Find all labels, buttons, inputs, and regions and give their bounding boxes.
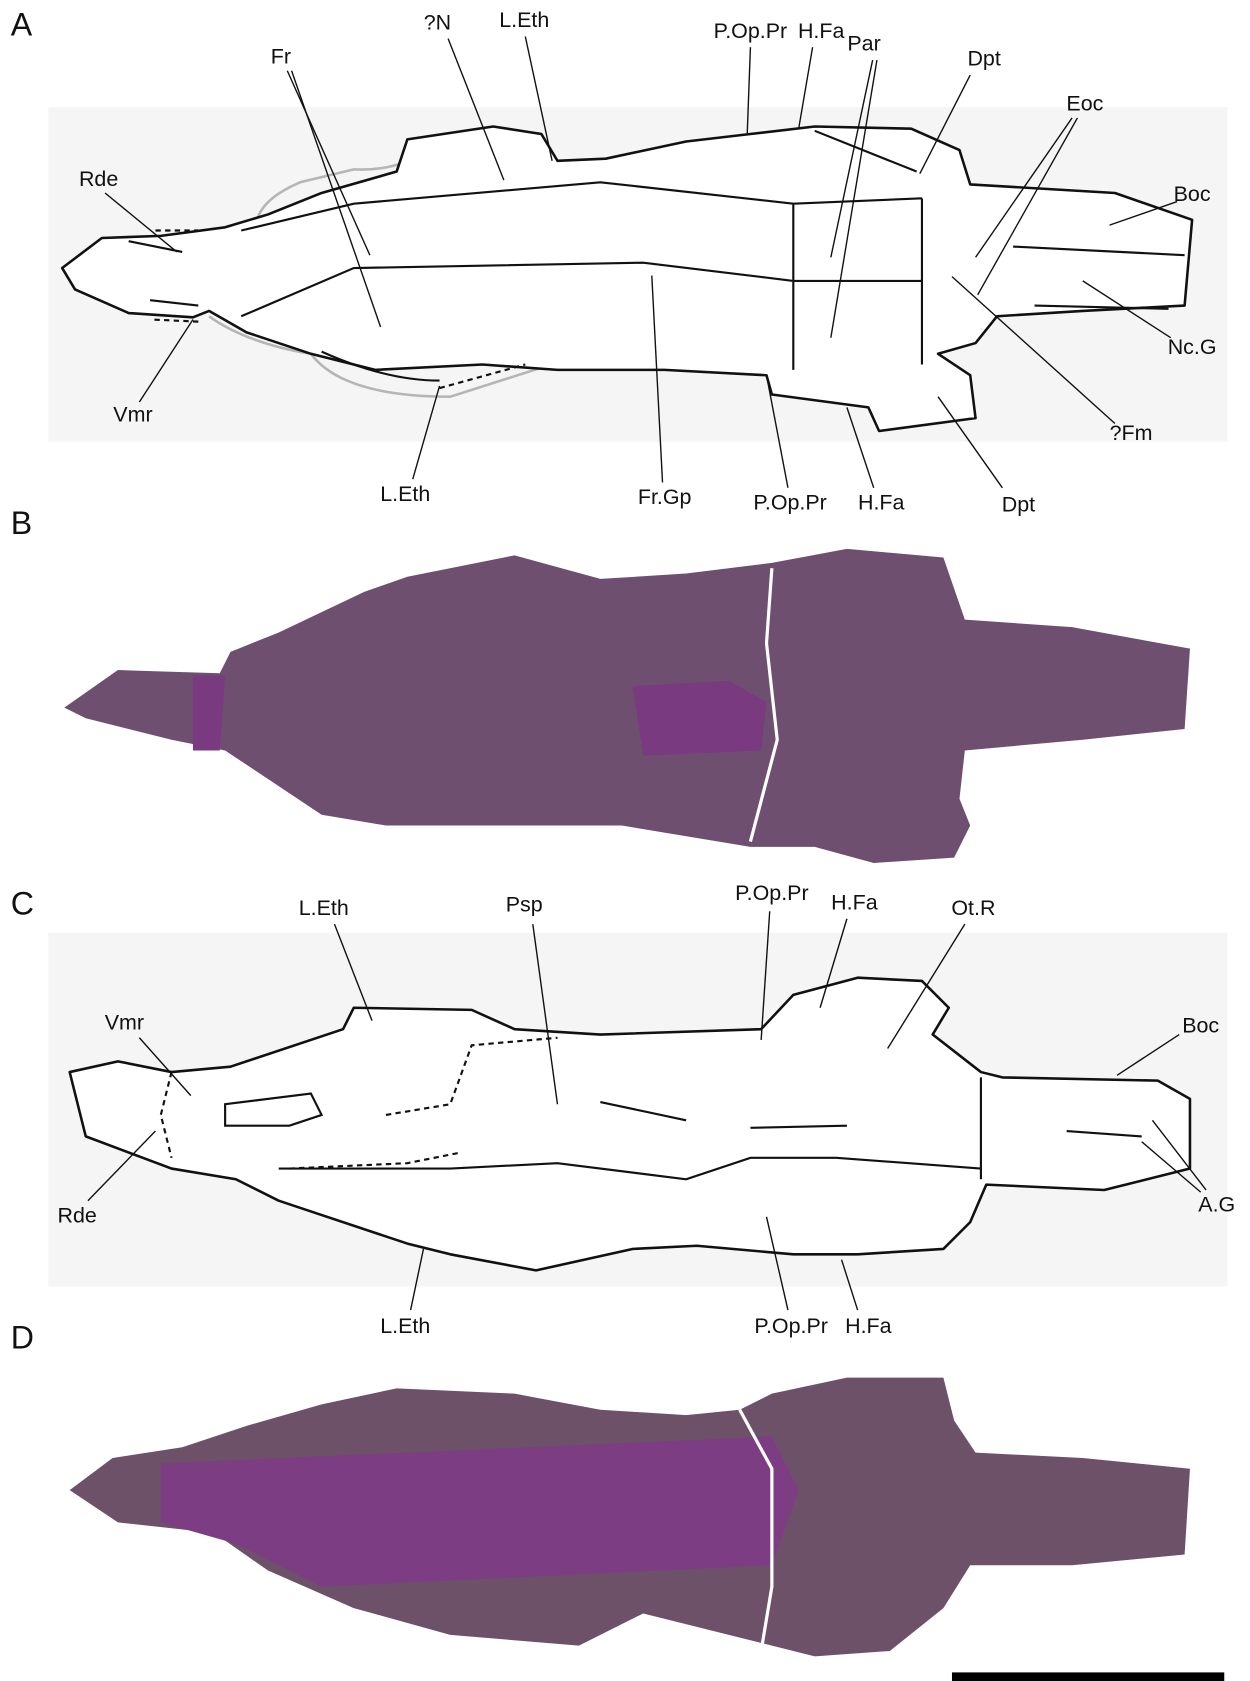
anatomical-label: Rde — [58, 1203, 97, 1227]
anatomical-label: Vmr — [105, 1010, 144, 1034]
anatomical-label: P.Op.Pr — [714, 19, 787, 43]
anatomical-label: Psp — [506, 893, 543, 917]
panel-letter: A — [11, 6, 33, 42]
anatomical-label: Rde — [79, 167, 118, 191]
anatomical-label: ?N — [424, 10, 451, 34]
anatomical-label: H.Fa — [858, 491, 905, 515]
anatomical-label: P.Op.Pr — [754, 1314, 827, 1338]
anatomical-label: L.Eth — [380, 482, 430, 506]
figure: ARde?NL.EthFrP.Op.PrH.FaParDptEocBocNc.G… — [0, 0, 1250, 1681]
panel-letter: D — [11, 1320, 34, 1356]
anatomical-label: A.G — [1198, 1193, 1235, 1217]
anatomical-label: Ot.R — [951, 896, 995, 920]
anatomical-label: P.Op.Pr — [753, 491, 826, 515]
anatomical-label: ?Fm — [1110, 421, 1153, 445]
panel-letter: B — [11, 505, 32, 541]
panel-d-model — [70, 1378, 1190, 1657]
anatomical-label: H.Fa — [845, 1314, 892, 1338]
anatomical-label: Dpt — [967, 47, 1000, 71]
anatomical-label: Dpt — [1002, 493, 1035, 517]
anatomical-label: L.Eth — [380, 1314, 430, 1338]
anatomical-label: H.Fa — [831, 890, 878, 914]
anatomical-label: Fr — [271, 45, 291, 69]
panel-letter: C — [11, 885, 34, 921]
anatomical-label: L.Eth — [499, 8, 549, 32]
anatomical-label: Vmr — [113, 403, 152, 427]
anatomical-label: H.Fa — [798, 19, 845, 43]
anatomical-label: P.Op.Pr — [735, 881, 808, 905]
anatomical-label: Boc — [1174, 182, 1211, 206]
anatomical-label: Eoc — [1066, 92, 1103, 116]
anatomical-label: Fr.Gp — [638, 485, 692, 509]
scale-bar — [952, 1672, 1224, 1681]
anatomical-label: Par — [847, 32, 880, 56]
anatomical-label: L.Eth — [299, 896, 349, 920]
anatomical-label: Nc.G — [1168, 335, 1217, 359]
anatomical-label: Boc — [1182, 1014, 1219, 1038]
panel-b-model — [64, 549, 1190, 863]
